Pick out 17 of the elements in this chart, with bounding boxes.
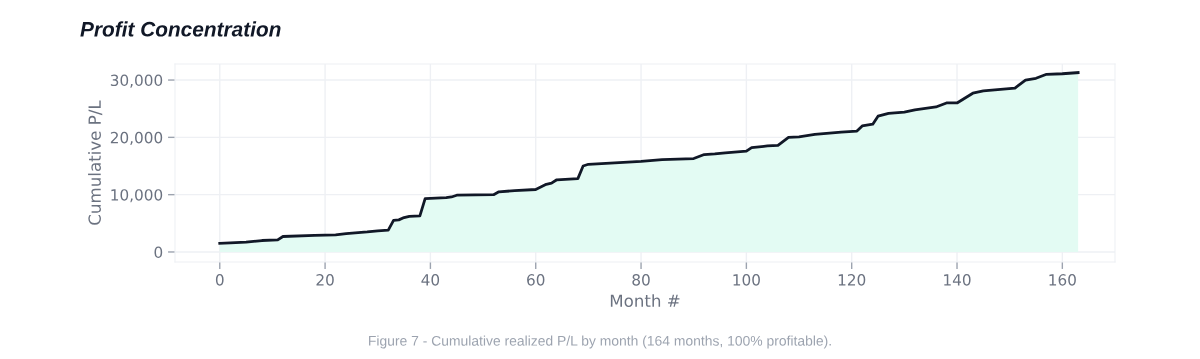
y-tick-label: 0 <box>154 246 163 258</box>
chart-title: Profit Concentration <box>80 21 281 37</box>
x-tick-label: 0 <box>215 274 224 286</box>
x-tick-label: 40 <box>421 274 440 286</box>
x-tick-label: 140 <box>944 274 971 286</box>
x-tick-label: 60 <box>527 274 545 286</box>
y-tick-label: 30,000 <box>110 74 163 88</box>
x-tick-label: 20 <box>316 274 334 286</box>
x-axis-title: Month # <box>610 294 680 308</box>
x-tick-label: 120 <box>838 274 866 286</box>
x-tick-label: 160 <box>1049 274 1076 286</box>
x-tick-label: 80 <box>632 274 650 286</box>
caption: Figure 7 - Cumulative realized P/L by month (164 months, 100% profitable). <box>369 335 831 349</box>
y-axis-title: Cumulative P/L <box>88 100 103 225</box>
y-tick-label: 20,000 <box>110 131 163 145</box>
x-tick-label: 100 <box>733 274 760 286</box>
y-tick-label: 10,000 <box>111 189 163 203</box>
